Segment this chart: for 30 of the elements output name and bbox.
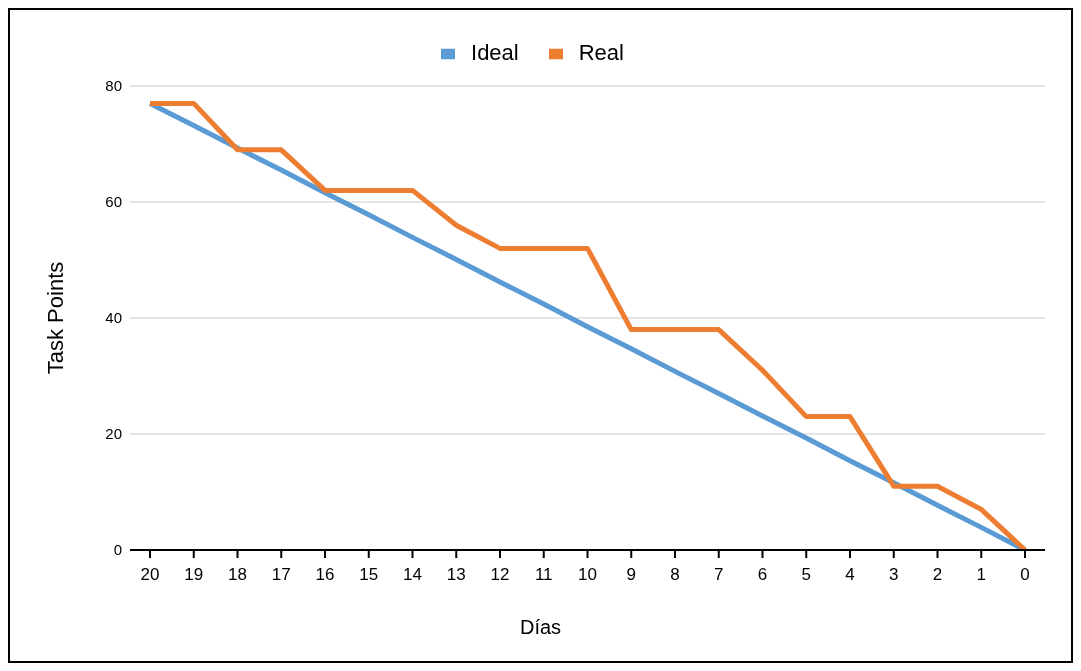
y-tick-label: 40 (105, 309, 122, 327)
x-tick-label: 8 (670, 565, 680, 585)
x-tick-label: 12 (490, 565, 510, 585)
y-tick-label: 60 (105, 193, 122, 211)
y-tick-label: 0 (113, 541, 122, 559)
x-tick-label: 16 (315, 565, 335, 585)
x-tick-label: 17 (271, 565, 291, 585)
y-tick-label: 20 (105, 425, 122, 443)
x-tick-label: 3 (889, 565, 899, 585)
x-tick-label: 20 (140, 565, 160, 585)
x-tick-label: 1 (976, 565, 986, 585)
x-tick-label: 4 (845, 565, 855, 585)
x-tick-label: 11 (534, 565, 553, 585)
y-axis-title: Task Points (42, 261, 68, 375)
x-tick-label: 9 (626, 565, 636, 585)
x-tick-label: 18 (228, 565, 247, 585)
x-tick-label: 7 (714, 565, 724, 585)
x-tick-label: 6 (757, 565, 768, 585)
x-tick-label: 10 (578, 565, 597, 585)
x-tick-label: 5 (801, 565, 811, 585)
x-tick-label: 19 (184, 565, 204, 585)
y-tick-label: 80 (105, 77, 122, 95)
x-tick-label: 0 (1020, 565, 1030, 585)
x-tick-label: 2 (932, 565, 943, 585)
x-tick-label: 15 (359, 565, 379, 585)
x-axis-title: Días (518, 616, 563, 639)
legend-label: Real (578, 40, 624, 65)
legend-label: Ideal (471, 40, 519, 65)
x-tick-label: 14 (403, 565, 422, 585)
x-tick-label: 13 (446, 565, 466, 585)
